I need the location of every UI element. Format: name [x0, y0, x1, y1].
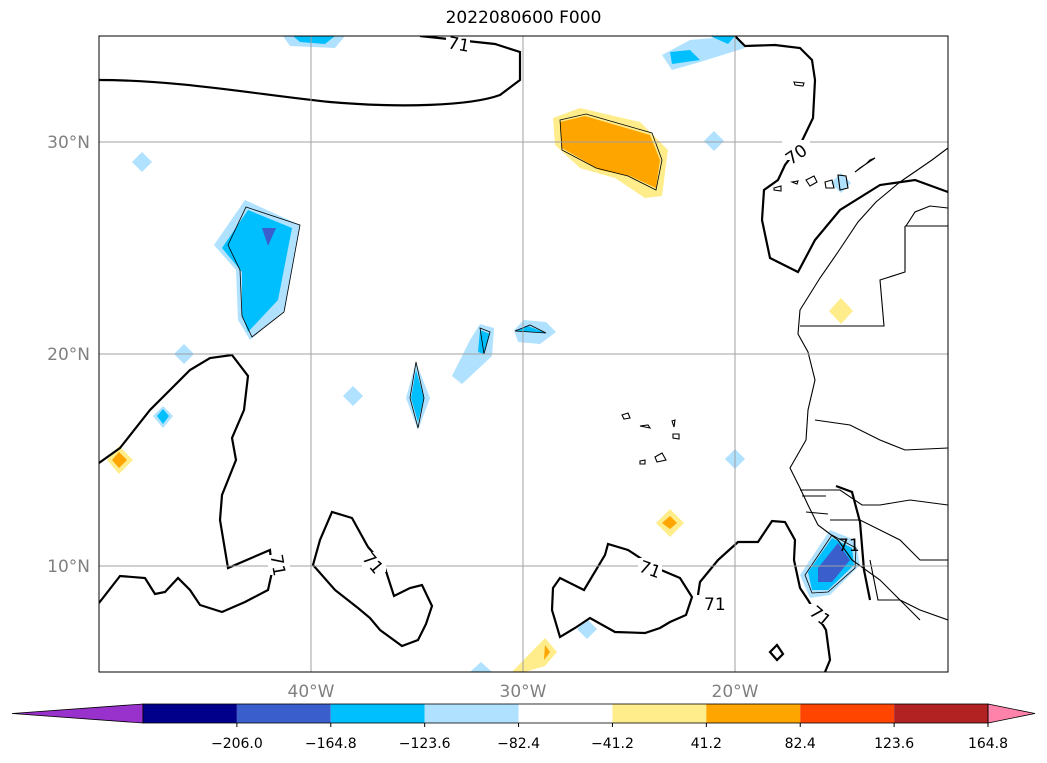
colorbar-swatch — [330, 704, 425, 723]
map-title: 2022080600 F000 — [445, 8, 602, 28]
negative-anomaly-blob — [222, 210, 292, 332]
colorbar-swatch — [518, 704, 613, 723]
colorbar-swatch — [800, 704, 895, 723]
lon-label: 20°W — [712, 682, 759, 702]
coastlines — [621, 81, 948, 621]
colorbar-tick-label: −206.0 — [211, 736, 263, 752]
colorbar-tick-label: −41.2 — [591, 736, 634, 752]
colorbar-swatch — [894, 704, 988, 723]
colorbar-swatch — [706, 704, 801, 723]
contour-label: 71 — [838, 536, 860, 556]
lat-label: 30°N — [47, 133, 90, 153]
colorbar-tick-label: 41.2 — [691, 736, 722, 752]
colorbar-extend-high — [987, 703, 1036, 724]
lon-label: 40°W — [288, 682, 335, 702]
colorbar-tick-label: −123.6 — [399, 736, 451, 752]
colorbar-swatch — [236, 704, 331, 723]
plot-frame — [98, 35, 949, 673]
colorbar-tick-label: 123.6 — [874, 736, 914, 752]
colorbar-swatch — [612, 704, 707, 723]
contour-label: 71 — [446, 33, 471, 56]
contour-label: 71 — [704, 595, 726, 615]
colorbar: −206.0 −164.8 −123.6 −82.4 −41.2 41.2 82.4 123.… — [11, 703, 1036, 752]
strong-negative-core — [262, 228, 276, 246]
lat-label: 20°N — [47, 345, 90, 365]
anomaly-shading — [107, 36, 860, 672]
height-contours — [99, 36, 948, 672]
colorbar-tick-label: 164.8 — [968, 736, 1008, 752]
colorbar-frame — [142, 703, 989, 724]
colorbar-tick-label: 82.4 — [785, 736, 816, 752]
colorbar-tick-label: −164.8 — [305, 736, 357, 752]
contour-label: 71 — [265, 553, 288, 578]
positive-anomaly-blob — [560, 116, 660, 188]
lat-label: 10°N — [47, 557, 90, 577]
colorbar-swatch — [143, 704, 237, 723]
colorbar-tick-label: −82.4 — [497, 736, 540, 752]
lon-label: 30°W — [500, 682, 547, 702]
colorbar-swatch — [424, 704, 519, 723]
colorbar-extend-low — [11, 703, 144, 724]
